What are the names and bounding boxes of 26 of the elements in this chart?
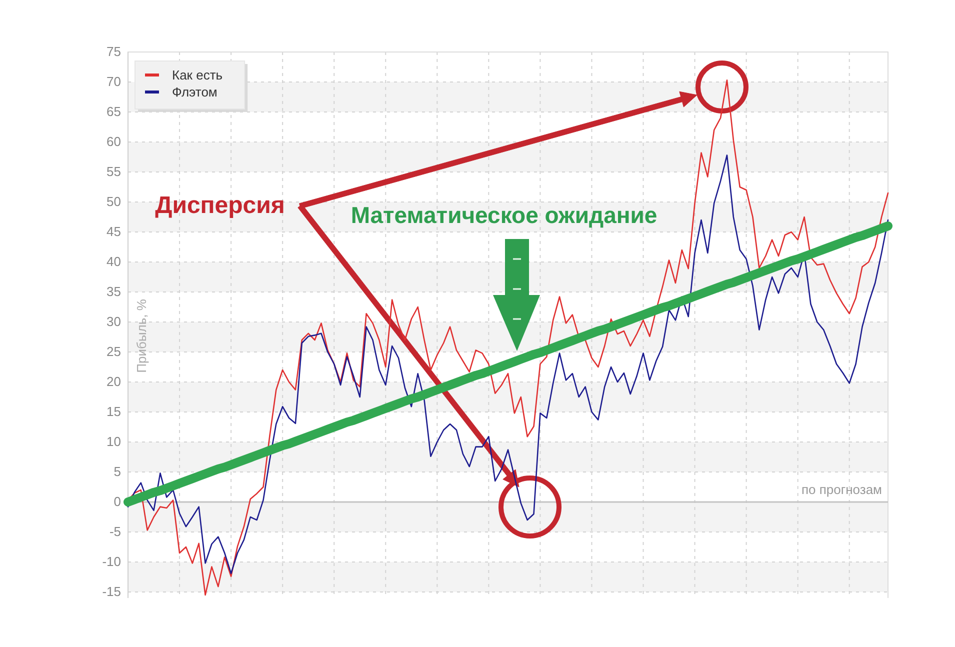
annotation: Математическое ожидание: [350, 202, 658, 228]
y-tick-label: 5: [114, 464, 121, 480]
y-tick-label: 45: [106, 224, 121, 240]
y-tick-label: 65: [106, 104, 121, 120]
y-axis-title: Прибыль, %: [134, 298, 149, 373]
y-tick-label: -5: [109, 524, 121, 540]
y-tick-label: 50: [106, 194, 121, 210]
legend-label: Как есть: [172, 68, 223, 82]
y-tick-label: 20: [106, 374, 121, 390]
y-tick-label: 25: [106, 344, 121, 360]
line-series: [127, 154, 889, 574]
y-tick-label: -15: [102, 584, 121, 600]
y-tick-label: 60: [106, 134, 121, 150]
y-tick-label: 40: [106, 254, 121, 270]
y-tick-label: 0: [114, 494, 121, 510]
y-tick-label: -10: [102, 554, 121, 570]
annotation: Дисперсия: [155, 192, 285, 219]
legend-label: Флэтом: [172, 84, 218, 100]
y-tick-label: 75: [106, 44, 121, 60]
y-tick-label: 70: [106, 74, 121, 90]
y-tick-label: 35: [106, 284, 121, 300]
y-tick-label: 15: [106, 404, 121, 420]
y-tick-label: 55: [106, 164, 121, 180]
y-tick-label: 30: [106, 314, 121, 330]
y-tick-label: 10: [106, 434, 121, 450]
x-axis-title: по прогнозам: [801, 482, 882, 497]
